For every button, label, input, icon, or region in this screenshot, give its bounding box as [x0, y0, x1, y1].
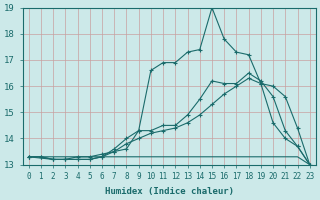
X-axis label: Humidex (Indice chaleur): Humidex (Indice chaleur) [105, 187, 234, 196]
